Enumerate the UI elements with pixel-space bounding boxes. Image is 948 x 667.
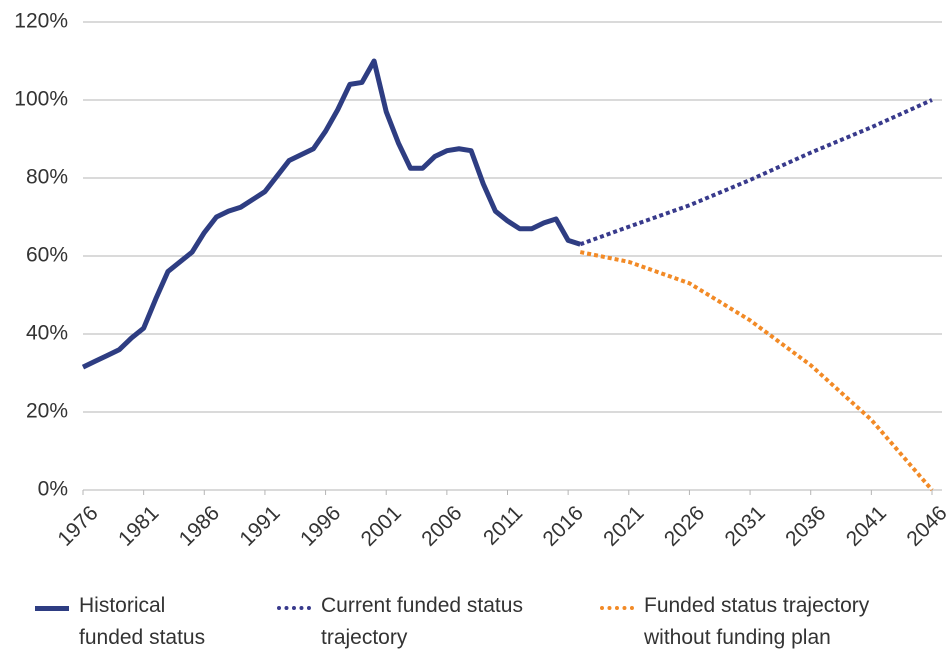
y-tick-label: 100%	[14, 88, 68, 111]
y-tick-label: 80%	[26, 166, 68, 189]
x-tick-label: 1976	[53, 501, 102, 550]
x-tick-label: 1996	[296, 501, 345, 550]
legend-item: Current funded status trajectory	[277, 590, 561, 654]
x-tick-label: 2021	[599, 501, 648, 550]
y-tick-label: 20%	[26, 400, 68, 423]
x-tick-label: 2046	[902, 501, 948, 550]
x-tick-label: 2041	[842, 501, 891, 550]
legend-label: Historical funded status	[79, 594, 206, 649]
x-tick-label: 2006	[417, 501, 466, 550]
legend: Historical funded status Current funded s…	[0, 590, 948, 667]
x-tick-label: 2031	[720, 501, 769, 550]
x-tick-label: 2016	[539, 501, 588, 550]
legend-item: Funded status trajectory without funding…	[600, 590, 914, 654]
legend-item: Historical funded status	[35, 590, 219, 654]
series-line	[579, 98, 933, 247]
x-tick-label: 1986	[175, 501, 224, 550]
y-tick-label: 40%	[26, 322, 68, 345]
y-tick-label: 0%	[38, 478, 68, 501]
x-tick-label: 2011	[479, 501, 527, 549]
chart: 0% 20% 40% 60% 80% 100% 120% 1976 1981 1986 1991 19…	[14, 10, 948, 551]
y-tick-label: 60%	[26, 244, 68, 267]
legend-label: Current funded status trajectory	[321, 594, 523, 649]
x-tick-label: 2036	[781, 501, 830, 550]
legend-swatch	[35, 606, 69, 611]
y-tick-label: 120%	[14, 10, 68, 33]
legend-swatch	[600, 606, 634, 610]
legend-label: Funded status trajectory without funding…	[644, 594, 870, 649]
series-line	[81, 58, 582, 370]
x-tick-label: 1991	[235, 501, 284, 550]
legend-swatch	[277, 606, 311, 610]
x-tick-label: 1981	[114, 501, 163, 550]
x-tick-label: 2026	[660, 501, 709, 550]
x-tick-label: 2001	[357, 501, 406, 550]
series-line	[579, 250, 934, 492]
